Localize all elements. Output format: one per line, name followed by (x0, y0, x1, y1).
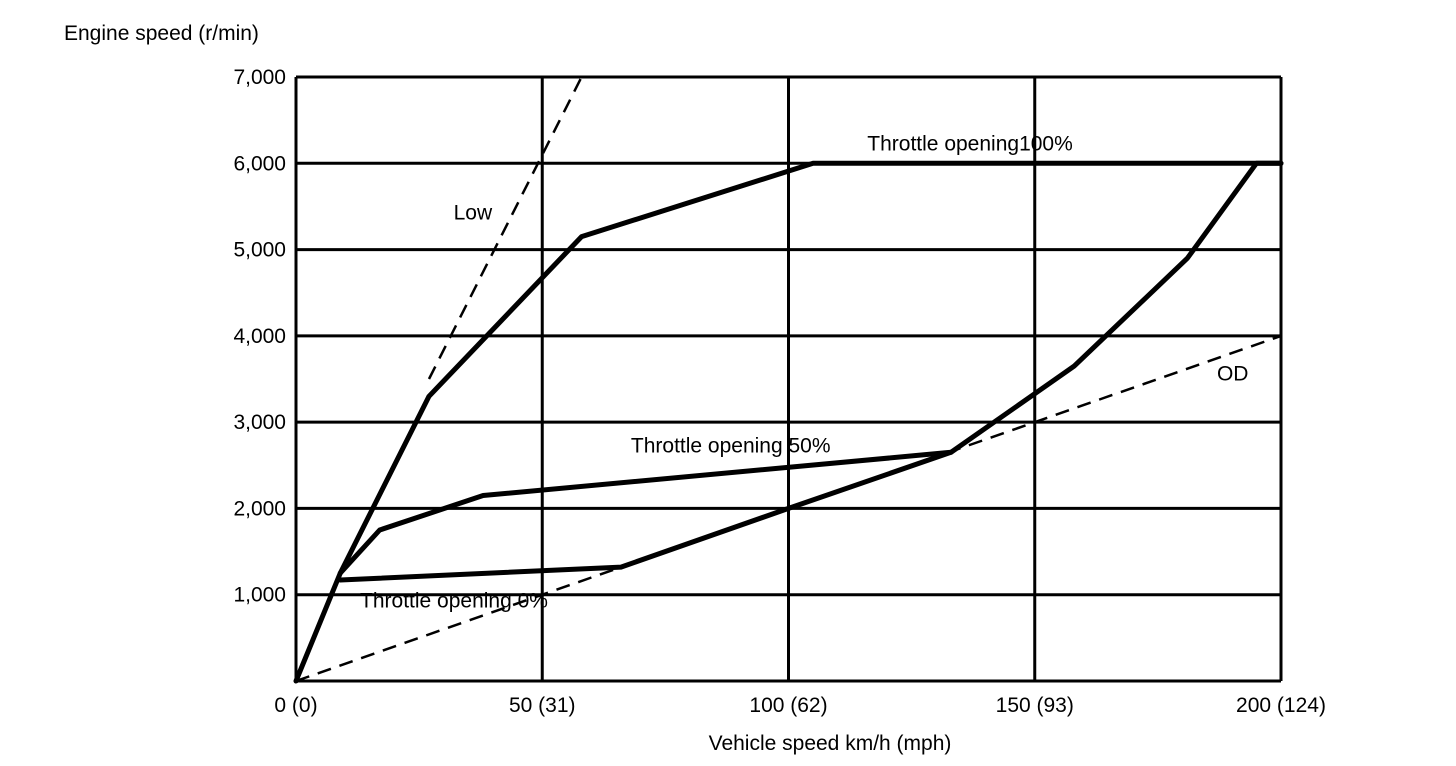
grid (294, 75, 1283, 683)
annotation-label-3: Low (454, 201, 493, 224)
y-tick-label-1: 2,000 (233, 497, 286, 520)
y-axis-title: Engine speed (r/min) (64, 22, 259, 45)
x-tick-label-0: 0 (0) (274, 694, 317, 717)
y-tick-label-6: 7,000 (233, 66, 286, 89)
y-tick-label-0: 1,000 (233, 584, 286, 607)
x-tick-label-3: 150 (93) (996, 694, 1074, 717)
x-tick-label-2: 100 (62) (749, 694, 827, 717)
series-lines (293, 76, 1284, 684)
y-tick-label-2: 3,000 (233, 411, 286, 434)
x-tick-label-4: 200 (124) (1236, 694, 1326, 717)
x-tick-label-1: 50 (31) (509, 694, 576, 717)
tick-labels: 1,000 2,000 3,000 4,000 5,000 6,000 7,000 0 (0)… (233, 66, 1326, 717)
y-tick-label-5: 6,000 (233, 152, 286, 175)
annotations: Throttle opening100% Throttle opening 50%… (360, 132, 1248, 612)
annotation-label-1: Throttle opening 50% (631, 434, 831, 457)
annotation-label-0: Throttle opening100% (867, 132, 1072, 155)
series-line-od (295, 334, 1282, 683)
series-line-throttle-opening-0 (337, 449, 954, 583)
x-axis-title: Vehicle speed km/h (mph) (709, 732, 952, 755)
y-tick-label-3: 4,000 (233, 325, 286, 348)
series-line-throttle-opening100 (293, 160, 1284, 684)
annotation-label-2: Throttle opening 0% (360, 590, 548, 613)
series-line-throttle-opening-50 (337, 160, 1284, 576)
annotation-label-4: OD (1217, 363, 1249, 386)
series-line-low (427, 76, 583, 380)
y-tick-label-4: 5,000 (233, 239, 286, 262)
